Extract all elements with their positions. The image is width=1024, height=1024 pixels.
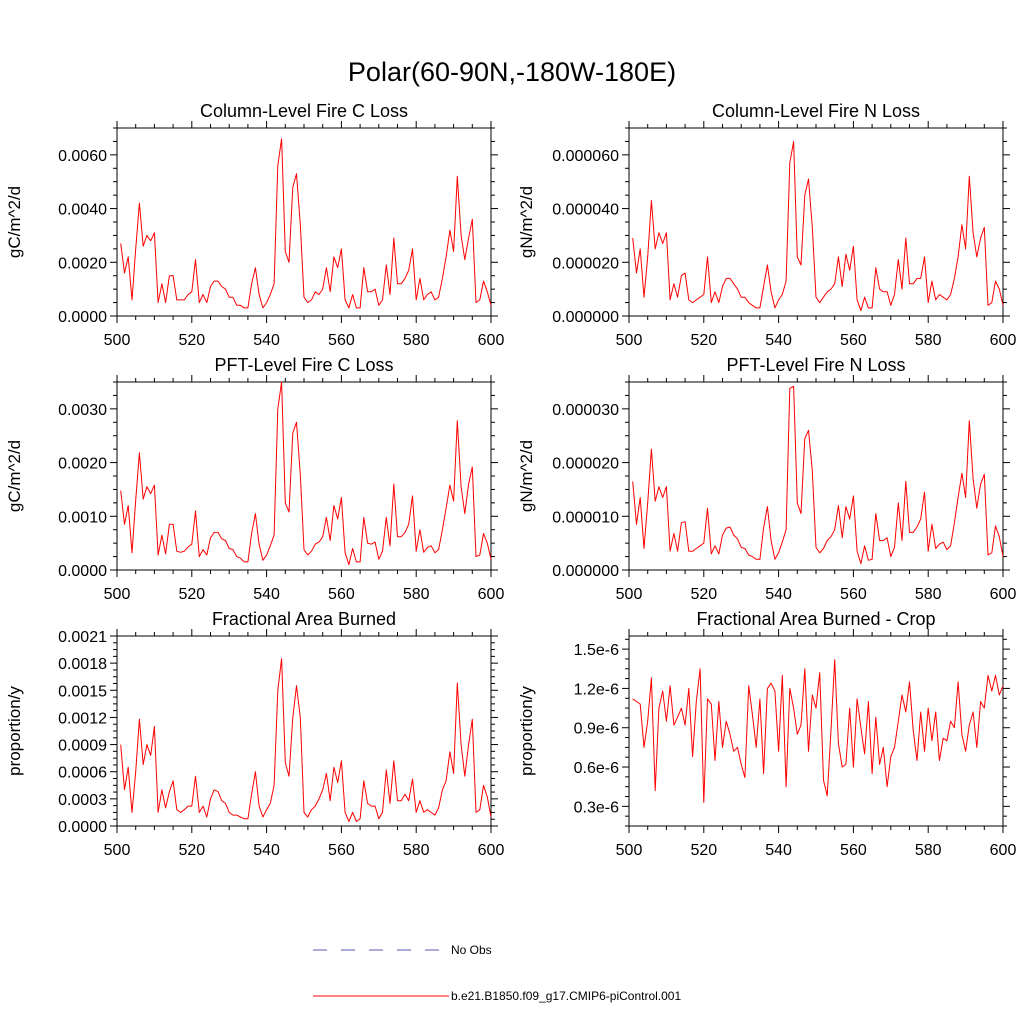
x-tick-label: 520 — [690, 842, 717, 859]
legend-label-model: b.e21.B1850.f09_g17.CMIP6-piControl.001 — [451, 989, 681, 1003]
y-tick-label: 1.5e-6 — [574, 642, 619, 659]
y-tick-label: 0.0010 — [58, 509, 107, 526]
x-tick-label: 540 — [765, 842, 792, 859]
y-tick-label: 0.0009 — [58, 738, 107, 755]
y-axis-label: proportion/y — [517, 686, 536, 776]
x-tick-label: 540 — [253, 586, 280, 603]
y-axis-label: proportion/y — [5, 686, 24, 776]
legend: No Obs b.e21.B1850.f09_g17.CMIP6-piContr… — [313, 943, 681, 1003]
y-tick-label: 0.6e-6 — [574, 760, 619, 777]
y-tick-label: 0.0040 — [58, 202, 107, 219]
x-tick-label: 560 — [840, 586, 867, 603]
x-tick-label: 600 — [478, 586, 505, 603]
y-axis-label: gN/m^2/d — [517, 186, 536, 258]
y-tick-label: 0.0020 — [58, 456, 107, 473]
series-line — [120, 138, 492, 309]
x-tick-label: 600 — [990, 586, 1017, 603]
y-tick-label: 1.2e-6 — [574, 681, 619, 698]
y-axis-label: gN/m^2/d — [517, 440, 536, 512]
y-tick-label: 0.0030 — [58, 402, 107, 419]
y-tick-label: 0.000030 — [552, 402, 619, 419]
x-tick-label: 500 — [616, 332, 643, 349]
y-tick-label: 0.0006 — [58, 765, 107, 782]
x-tick-label: 600 — [478, 332, 505, 349]
figure-title: Polar(60-90N,-180W-180E) — [348, 57, 676, 87]
series-line — [632, 140, 1004, 312]
x-tick-label: 600 — [478, 842, 505, 859]
x-tick-label: 500 — [616, 586, 643, 603]
x-tick-label: 520 — [178, 842, 205, 859]
panel-title: Column-Level Fire N Loss — [712, 101, 920, 121]
x-tick-label: 500 — [104, 842, 131, 859]
x-tick-label: 580 — [403, 332, 430, 349]
series-line — [120, 381, 492, 566]
y-axis-label: gC/m^2/d — [5, 186, 24, 258]
x-tick-label: 520 — [690, 586, 717, 603]
panel-title: Fractional Area Burned - Crop — [696, 609, 935, 629]
y-tick-label: 0.0018 — [58, 656, 107, 673]
y-tick-label: 0.0000 — [58, 563, 107, 580]
x-tick-label: 540 — [253, 842, 280, 859]
series-line — [632, 659, 1004, 803]
y-tick-label: 0.000000 — [552, 309, 619, 326]
chart-panel: Fractional Area Burned - Crop proportion/… — [517, 609, 1016, 859]
x-tick-label: 500 — [616, 842, 643, 859]
x-tick-label: 500 — [104, 586, 131, 603]
y-tick-label: 0.0000 — [58, 309, 107, 326]
chart-panel: Column-Level Fire C Loss gC/m^2/d 500 520 54… — [5, 101, 504, 349]
y-tick-label: 0.000040 — [552, 202, 619, 219]
y-axis-label: gC/m^2/d — [5, 440, 24, 512]
x-tick-label: 500 — [104, 332, 131, 349]
x-tick-label: 580 — [915, 842, 942, 859]
panels: Column-Level Fire C Loss gC/m^2/d 500 520 54… — [5, 101, 1016, 859]
series-line — [632, 385, 1004, 565]
chart-panel: PFT-Level Fire C Loss gC/m^2/d 500 520 540 56… — [5, 355, 504, 603]
y-tick-label: 0.000010 — [552, 509, 619, 526]
chart-panel: PFT-Level Fire N Loss gN/m^2/d 500 520 540 56… — [517, 355, 1016, 603]
y-tick-label: 0.0012 — [58, 710, 107, 727]
x-tick-label: 560 — [328, 332, 355, 349]
x-tick-label: 560 — [328, 586, 355, 603]
x-tick-label: 580 — [403, 842, 430, 859]
series-line — [120, 658, 492, 822]
y-tick-label: 0.9e-6 — [574, 721, 619, 738]
x-tick-label: 600 — [990, 842, 1017, 859]
panel-title: PFT-Level Fire N Loss — [726, 355, 905, 375]
panel-title: PFT-Level Fire C Loss — [214, 355, 393, 375]
y-tick-label: 0.0000 — [58, 819, 107, 836]
y-tick-label: 0.0003 — [58, 792, 107, 809]
x-tick-label: 580 — [403, 586, 430, 603]
x-tick-label: 560 — [328, 842, 355, 859]
x-tick-label: 520 — [178, 586, 205, 603]
y-tick-label: 0.0021 — [58, 629, 107, 646]
y-tick-label: 0.0015 — [58, 683, 107, 700]
y-tick-label: 0.0020 — [58, 255, 107, 272]
panel-title: Column-Level Fire C Loss — [200, 101, 408, 121]
x-tick-label: 560 — [840, 842, 867, 859]
x-tick-label: 560 — [840, 332, 867, 349]
x-tick-label: 580 — [915, 586, 942, 603]
y-tick-label: 0.000060 — [552, 148, 619, 165]
chart-panel: Column-Level Fire N Loss gN/m^2/d 500 520 54… — [517, 101, 1016, 349]
y-tick-label: 0.3e-6 — [574, 799, 619, 816]
y-tick-label: 0.000000 — [552, 563, 619, 580]
x-tick-label: 520 — [690, 332, 717, 349]
y-tick-label: 0.000020 — [552, 255, 619, 272]
legend-label-no-obs: No Obs — [451, 943, 492, 957]
panel-title: Fractional Area Burned — [212, 609, 396, 629]
x-tick-label: 600 — [990, 332, 1017, 349]
plot-frame — [628, 635, 1004, 827]
y-tick-label: 0.0060 — [58, 148, 107, 165]
x-tick-label: 540 — [765, 332, 792, 349]
x-tick-label: 540 — [253, 332, 280, 349]
y-tick-label: 0.000020 — [552, 456, 619, 473]
chart-panel: Fractional Area Burned proportion/y 500 520… — [5, 609, 504, 859]
x-tick-label: 520 — [178, 332, 205, 349]
plot-frame — [116, 635, 492, 827]
x-tick-label: 540 — [765, 586, 792, 603]
x-tick-label: 580 — [915, 332, 942, 349]
